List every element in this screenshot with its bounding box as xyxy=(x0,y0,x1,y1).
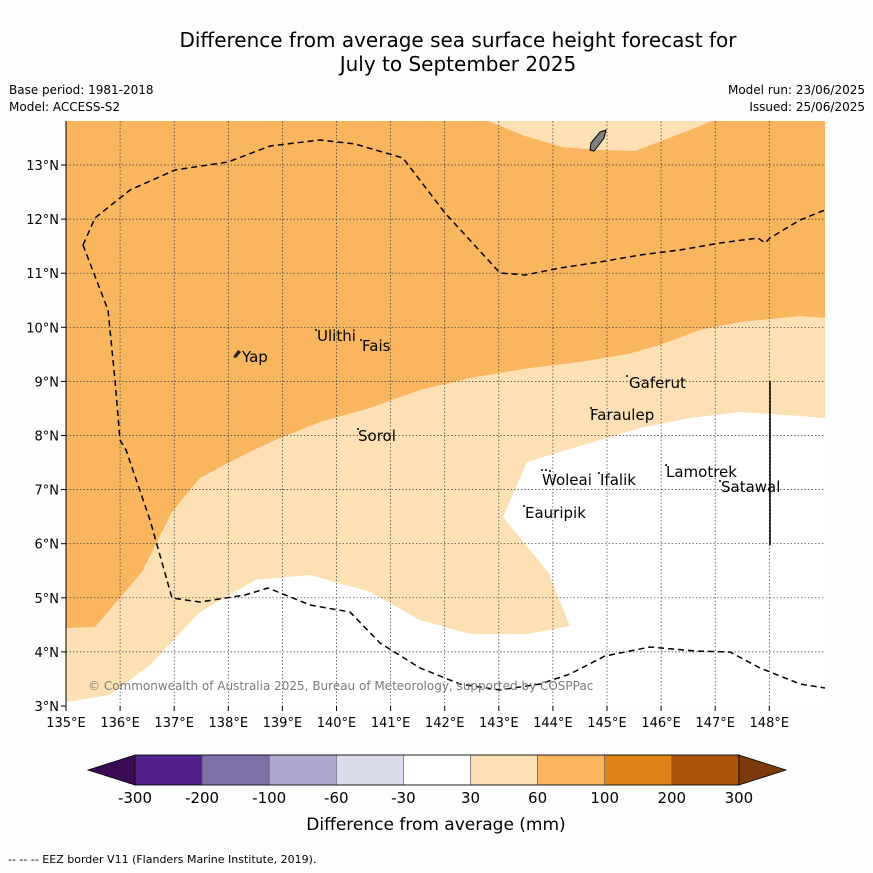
label-faraulep: Faraulep xyxy=(590,406,654,424)
eez-border-north xyxy=(82,139,825,276)
model-run: Model run: 23/06/2025 xyxy=(727,83,865,97)
copyright-notice: © Commonwealth of Australia 2025, Bureau… xyxy=(88,679,593,693)
colorbar-tick: 300 xyxy=(725,789,754,807)
lat-tick-label: 7°N xyxy=(35,484,60,499)
colorbar-tick: -30 xyxy=(391,789,416,807)
longitude-labels: 135°E 136°E 137°E 138°E 139°E 140°E 141°E 142°E… xyxy=(46,716,789,731)
lon-tick-label: 136°E xyxy=(100,716,140,731)
eez-border-west xyxy=(82,244,825,691)
label-yap: Yap xyxy=(241,348,268,366)
colorbar-tick: 60 xyxy=(528,789,547,807)
lat-tick-label: 13°N xyxy=(26,159,59,174)
lon-tick-label: 142°E xyxy=(425,716,465,731)
meta-right: Model run: 23/06/2025 Issued: 25/06/2025 xyxy=(728,82,865,116)
colorbar-bin xyxy=(403,754,471,786)
colorbar-arrow-high xyxy=(738,754,788,786)
model-name: Model: ACCESS-S2 xyxy=(9,100,121,114)
lon-tick-label: 140°E xyxy=(317,716,357,731)
meta-left: Base period: 1981-2018 Model: ACCESS-S2 xyxy=(9,82,154,116)
lat-tick-label: 3°N xyxy=(35,700,60,715)
graticule xyxy=(66,121,825,706)
label-woleai: Woleai xyxy=(542,471,592,489)
label-sorol: Sorol xyxy=(358,427,396,445)
lon-tick-label: 144°E xyxy=(533,716,573,731)
colorbar-bin xyxy=(268,754,337,786)
lon-tick-label: 135°E xyxy=(46,716,86,731)
label-gaferut: Gaferut xyxy=(629,374,686,392)
lon-tick-label: 139°E xyxy=(263,716,303,731)
lon-tick-label: 148°E xyxy=(750,716,790,731)
footnote: -- -- -- EEZ border V11 (Flanders Marine… xyxy=(8,853,317,866)
colorbar-bin xyxy=(537,754,605,786)
colorbar-arrow-low xyxy=(86,754,136,786)
guam-island xyxy=(589,129,607,152)
colorbar-bin xyxy=(335,754,404,786)
label-lamotrek: Lamotrek xyxy=(666,463,737,481)
band-60-100 xyxy=(66,121,825,628)
colorbar xyxy=(86,754,788,786)
colorbar-tick: 100 xyxy=(590,789,619,807)
colorbar-tick: 30 xyxy=(461,789,480,807)
colorbar-tick: 200 xyxy=(657,789,686,807)
label-satawal: Satawal xyxy=(721,478,780,496)
lat-tick-label: 4°N xyxy=(35,646,60,661)
colorbar-label: Difference from average (mm) xyxy=(306,815,565,835)
island-dots xyxy=(315,329,721,507)
lat-tick-label: 8°N xyxy=(35,430,60,445)
colorbar-bin xyxy=(470,754,538,786)
colorbar-bin xyxy=(201,754,270,786)
colorbar-tick-labels: -300 -200 -100 -60 -30 30 60 100 200 300 xyxy=(118,789,753,807)
place-labels: Yap Ulithi Fais Sorol Gaferut Faraulep W… xyxy=(241,327,780,522)
lat-tick-label: 10°N xyxy=(26,321,59,336)
lon-tick-label: 138°E xyxy=(209,716,249,731)
lat-tick-label: 6°N xyxy=(35,538,60,553)
lon-tick-label: 143°E xyxy=(479,716,519,731)
lat-tick-label: 11°N xyxy=(26,267,59,282)
label-eauripik: Eauripik xyxy=(525,504,586,522)
title-line-2: July to September 2025 xyxy=(339,52,577,76)
colorbar-tick: -200 xyxy=(185,789,219,807)
title-line-1: Difference from average sea surface heig… xyxy=(179,28,737,52)
map-area: Yap Ulithi Fais Sorol Gaferut Faraulep W… xyxy=(66,121,825,706)
colorbar-bin xyxy=(134,754,203,786)
colorbar-tick: -100 xyxy=(252,789,286,807)
lon-tick-label: 146°E xyxy=(641,716,681,731)
label-ifalik: Ifalik xyxy=(600,471,636,489)
axes xyxy=(61,121,770,711)
label-ulithi: Ulithi xyxy=(317,327,356,345)
yap-island xyxy=(233,350,241,358)
lat-tick-label: 12°N xyxy=(26,213,59,228)
lat-tick-label: 5°N xyxy=(35,592,60,607)
lat-tick-label: 9°N xyxy=(35,375,60,390)
colorbar-tick: -300 xyxy=(118,789,152,807)
lon-tick-label: 147°E xyxy=(695,716,735,731)
lon-tick-label: 141°E xyxy=(371,716,411,731)
base-period: Base period: 1981-2018 xyxy=(9,83,154,97)
issued-date: Issued: 25/06/2025 xyxy=(749,100,865,114)
colorbar-bin xyxy=(671,754,740,786)
colorbar-tick: -60 xyxy=(324,789,349,807)
colorbar-bin xyxy=(604,754,673,786)
colorbar-frame xyxy=(134,754,740,786)
label-fais: Fais xyxy=(362,337,391,355)
chart-title: Difference from average sea surface heig… xyxy=(0,28,873,76)
latitude-labels: 3°N 4°N 5°N 6°N 7°N 8°N 9°N 10°N 11°N 12°N 13°N xyxy=(26,159,59,715)
lon-tick-label: 137°E xyxy=(154,716,194,731)
lon-tick-label: 145°E xyxy=(587,716,627,731)
